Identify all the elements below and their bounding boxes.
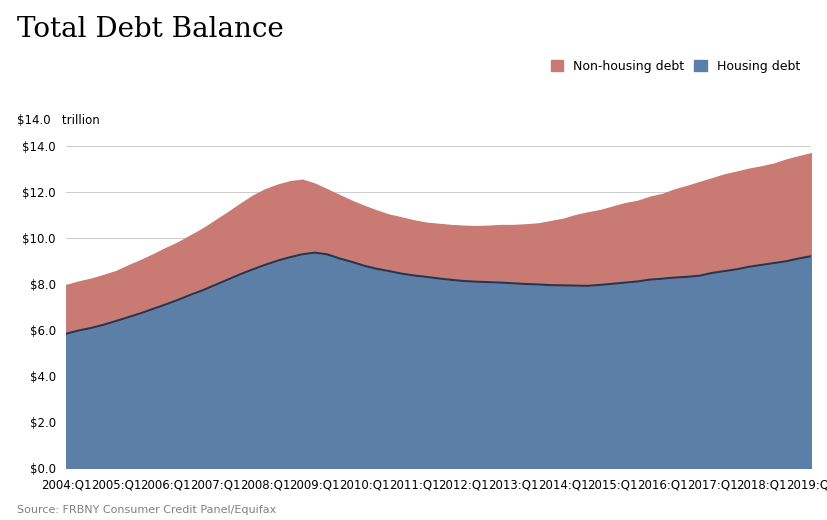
- Text: Total Debt Balance: Total Debt Balance: [17, 16, 283, 43]
- Text: Source: FRBNY Consumer Credit Panel/Equifax: Source: FRBNY Consumer Credit Panel/Equi…: [17, 505, 275, 515]
- Legend: Non-housing debt, Housing debt: Non-housing debt, Housing debt: [545, 55, 804, 78]
- Text: $14.0   trillion: $14.0 trillion: [17, 114, 99, 127]
